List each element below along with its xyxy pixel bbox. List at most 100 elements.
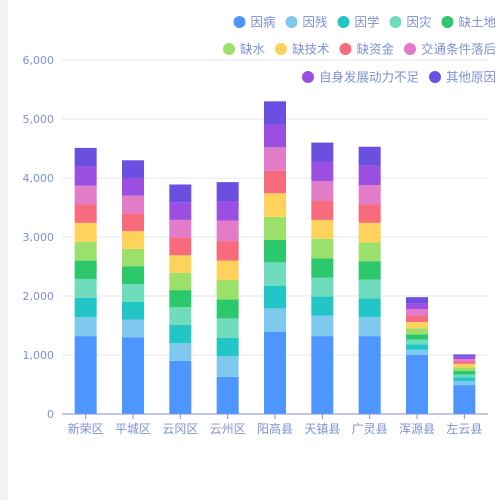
- bar-segment[interactable]: [453, 363, 476, 368]
- legend-item[interactable]: 缺土地: [441, 15, 497, 30]
- bar-segment[interactable]: [311, 201, 334, 220]
- bar-segment[interactable]: [311, 180, 334, 202]
- bar-segment[interactable]: [311, 315, 334, 337]
- bar-segment[interactable]: [216, 376, 239, 414]
- bar-segment[interactable]: [406, 339, 428, 345]
- bar-segment[interactable]: [169, 343, 192, 361]
- legend-item[interactable]: 因残: [285, 15, 329, 30]
- bar-segment[interactable]: [169, 360, 192, 414]
- bar-segment[interactable]: [311, 238, 334, 259]
- bar-segment[interactable]: [169, 237, 192, 256]
- bar-segment[interactable]: [169, 255, 192, 273]
- bar-segment[interactable]: [122, 319, 144, 338]
- bar-segment[interactable]: [122, 301, 144, 320]
- bar-segment[interactable]: [358, 185, 381, 205]
- bar-segment[interactable]: [453, 374, 476, 378]
- bar-segment[interactable]: [453, 354, 476, 357]
- bar-segment[interactable]: [264, 124, 286, 148]
- bar-segment[interactable]: [74, 241, 97, 261]
- bar-segment[interactable]: [453, 377, 476, 381]
- bar-segment[interactable]: [311, 277, 334, 297]
- bar-segment[interactable]: [122, 213, 144, 232]
- bar-segment[interactable]: [264, 262, 286, 286]
- bar-segment[interactable]: [358, 222, 381, 243]
- bar-segment[interactable]: [406, 349, 428, 355]
- bar-segment[interactable]: [406, 303, 428, 309]
- bar-segment[interactable]: [264, 308, 286, 332]
- bar-segment[interactable]: [169, 307, 192, 325]
- bar-segment[interactable]: [169, 184, 192, 203]
- bar-segment[interactable]: [216, 201, 239, 221]
- bar-segment[interactable]: [311, 258, 334, 278]
- bar-segment[interactable]: [453, 370, 476, 375]
- bar-segment[interactable]: [453, 356, 476, 360]
- bar-segment[interactable]: [406, 297, 428, 304]
- bar-segment[interactable]: [122, 266, 144, 285]
- bar-segment[interactable]: [74, 297, 97, 318]
- bar-segment[interactable]: [169, 219, 192, 238]
- bar-segment[interactable]: [122, 337, 144, 414]
- bar-segment[interactable]: [74, 204, 97, 223]
- bar-segment[interactable]: [311, 219, 334, 239]
- bar-segment[interactable]: [358, 336, 381, 414]
- bar-segment[interactable]: [406, 328, 428, 335]
- bar-segment[interactable]: [74, 166, 97, 186]
- bar-segment[interactable]: [169, 202, 192, 220]
- bar-segment[interactable]: [74, 317, 97, 337]
- bar-segment[interactable]: [358, 279, 381, 299]
- bar-segment[interactable]: [406, 355, 428, 414]
- bar-segment[interactable]: [311, 336, 334, 414]
- bar-segment[interactable]: [216, 299, 239, 319]
- bar-segment[interactable]: [453, 361, 476, 364]
- bar-segment[interactable]: [358, 261, 381, 280]
- bar-segment[interactable]: [358, 204, 381, 223]
- bar-segment[interactable]: [311, 296, 334, 316]
- bar-segment[interactable]: [358, 242, 381, 262]
- bar-segment[interactable]: [264, 239, 286, 263]
- bar-segment[interactable]: [74, 185, 97, 205]
- bar-segment[interactable]: [264, 331, 286, 414]
- bar-segment[interactable]: [264, 170, 286, 194]
- bar-segment[interactable]: [216, 220, 239, 242]
- legend-item[interactable]: 缺资金: [339, 42, 395, 57]
- bar-segment[interactable]: [406, 316, 428, 322]
- bar-segment[interactable]: [74, 222, 97, 242]
- bar-segment[interactable]: [406, 308, 428, 317]
- bar-segment[interactable]: [122, 284, 144, 302]
- bar-segment[interactable]: [264, 285, 286, 309]
- bar-segment[interactable]: [358, 165, 381, 186]
- bar-segment[interactable]: [216, 241, 239, 261]
- bar-segment[interactable]: [169, 290, 192, 308]
- bar-segment[interactable]: [169, 272, 192, 291]
- bar-segment[interactable]: [358, 317, 381, 337]
- bar-segment[interactable]: [453, 367, 476, 371]
- legend-item[interactable]: 因学: [337, 15, 380, 30]
- bar-segment[interactable]: [216, 182, 239, 202]
- bar-segment[interactable]: [216, 337, 239, 357]
- bar-segment[interactable]: [453, 359, 476, 362]
- bar-segment[interactable]: [216, 280, 239, 300]
- bar-segment[interactable]: [216, 260, 239, 281]
- legend-item[interactable]: 因病: [233, 15, 276, 30]
- bar-segment[interactable]: [216, 356, 239, 377]
- bar-segment[interactable]: [311, 161, 334, 181]
- legend-item[interactable]: 交通条件落后: [404, 42, 496, 57]
- bar-segment[interactable]: [264, 216, 286, 240]
- bar-segment[interactable]: [358, 146, 381, 166]
- bar-segment[interactable]: [122, 195, 144, 214]
- bar-segment[interactable]: [74, 278, 97, 298]
- bar-segment[interactable]: [122, 248, 144, 267]
- bar-segment[interactable]: [453, 385, 476, 414]
- bar-segment[interactable]: [169, 324, 192, 344]
- bar-segment[interactable]: [264, 193, 286, 217]
- bar-segment[interactable]: [122, 160, 144, 178]
- bar-segment[interactable]: [122, 231, 144, 249]
- bar-segment[interactable]: [74, 260, 97, 279]
- bar-segment[interactable]: [122, 178, 144, 196]
- bar-segment[interactable]: [406, 334, 428, 340]
- bar-segment[interactable]: [74, 336, 97, 414]
- bar-segment[interactable]: [216, 318, 239, 338]
- bar-segment[interactable]: [311, 142, 334, 162]
- bar-segment[interactable]: [74, 147, 97, 167]
- legend-item[interactable]: 因灾: [389, 15, 433, 30]
